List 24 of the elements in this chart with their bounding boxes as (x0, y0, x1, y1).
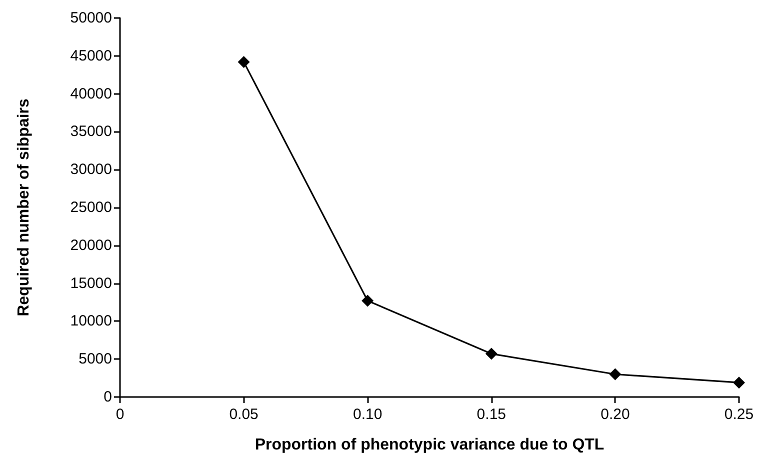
y-tick-label: 10000 (70, 312, 112, 330)
x-tick-label: 0 (116, 406, 124, 423)
y-tick-label: 30000 (70, 161, 112, 178)
point (733, 376, 745, 389)
x-axis-title: Proportion of phenotypic variance due to QTL (254, 436, 604, 454)
point (485, 348, 498, 360)
y-tick-label: 45000 (70, 47, 112, 64)
point (362, 294, 374, 307)
x-tick-label: 0.10 (353, 406, 382, 423)
y-tick-label: 15000 (70, 274, 112, 292)
x-tick-label: 0.15 (476, 406, 506, 423)
point (609, 368, 622, 380)
y-tick-label: 25000 (70, 199, 112, 216)
x-tick-label: 0.20 (600, 406, 630, 423)
y-tick-label: 35000 (70, 123, 112, 140)
y-tick-label: 20000 (70, 236, 112, 254)
x-tick-label: 0.05 (229, 406, 258, 423)
y-tick-label: 40000 (70, 85, 112, 102)
y-tick-label: 0 (104, 388, 112, 406)
point (238, 56, 250, 68)
y-tick-label: 50000 (70, 10, 112, 26)
y-axis-title: Required number of sibpairs (16, 98, 32, 316)
x-tick-label: 0.25 (724, 406, 754, 423)
y-tick-label: 5000 (78, 350, 112, 368)
